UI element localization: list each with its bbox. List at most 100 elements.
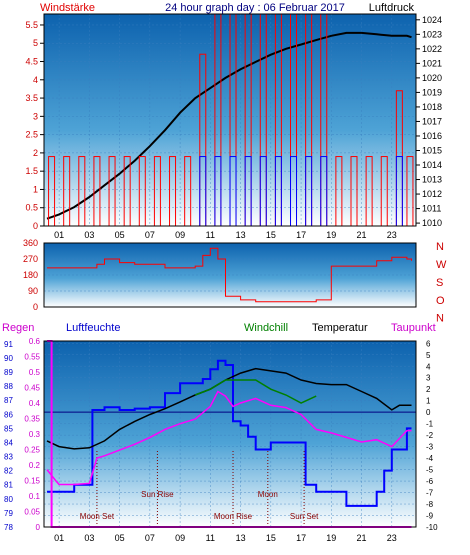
humidity-tick-label: 80	[4, 495, 13, 504]
humidity-line	[47, 359, 412, 507]
rain-tick-label: 0.2	[29, 461, 41, 470]
event-label: Moon Set	[80, 512, 115, 521]
pressure-tick-label: 1019	[422, 87, 442, 97]
temperature-tick-label: -3	[426, 443, 434, 452]
panel1-x-tick-label: 01	[54, 230, 64, 240]
panel3-x-tick-label: 23	[387, 533, 397, 543]
chart-title: 24 hour graph day : 06 Februar 2017	[165, 2, 345, 14]
direction-tick-label: 270	[23, 254, 38, 264]
wind-tick-label: 4.5	[25, 57, 38, 67]
panel3-x-tick-label: 15	[266, 533, 276, 543]
humidity-tick-label: 82	[4, 467, 13, 476]
rain-tick-label: 0.05	[24, 508, 40, 517]
rain-tick-label: 0.25	[24, 446, 40, 455]
panel1-x-tick-label: 21	[357, 230, 367, 240]
panel1-x-tick-label: 03	[84, 230, 94, 240]
wind-tick-label: 1.5	[25, 166, 38, 176]
event-label: Moon Rise	[214, 512, 253, 521]
wind-axis-ticks: 0 0.5 1 1.5 2 2.5 3 3.5 4 4.5 5 5.5	[25, 20, 44, 231]
temperature-tick-label: -9	[426, 512, 434, 521]
wind-tick-label: 5.5	[25, 20, 38, 30]
wind-tick-label: 4	[33, 75, 38, 85]
direction-tick-label: 180	[23, 270, 38, 280]
temperature-tick-label: -10	[426, 523, 438, 532]
temperature-tick-label: -6	[426, 477, 434, 486]
compass-label: N	[436, 241, 444, 253]
pressure-axis-ticks: 1010 1011 1012 1013 1014 1015 1016 1017 1018 1019…	[416, 15, 442, 228]
panel3-frame	[43, 340, 417, 528]
wind-pressure-panel: Windstärke 24 hour graph day : 06 Februa…	[25, 2, 442, 240]
humidity-tick-label: 78	[4, 523, 13, 532]
direction-tick-label: 360	[23, 238, 38, 248]
pressure-tick-label: 1023	[422, 29, 442, 39]
pressure-tick-label: 1024	[422, 15, 442, 25]
wind-axis-label: Windstärke	[40, 2, 95, 14]
panel3-x-tick-label: 21	[357, 533, 367, 543]
rain-tick-label: 0.5	[29, 368, 41, 377]
humidity-tick-label: 79	[4, 509, 13, 518]
rain-tick-label: 0.15	[24, 477, 40, 486]
pressure-tick-label: 1014	[422, 160, 442, 170]
rain-tick-label: 0.4	[29, 399, 41, 408]
windchill-line	[194, 379, 317, 404]
temperature-tick-label: 3	[426, 374, 431, 383]
temperature-tick-label: -2	[426, 431, 434, 440]
temperature-tick-label: 0	[426, 408, 431, 417]
humidity-tick-label: 83	[4, 453, 13, 462]
wind-tick-label: 3	[33, 111, 38, 121]
pressure-tick-label: 1021	[422, 58, 442, 68]
rain-axis-ticks: 0 0.05 0.1 0.15 0.2 0.25 0.3 0.35 0.4 0.45 0.5 0.55…	[24, 337, 40, 532]
compass-label: W	[436, 259, 447, 271]
temperature-tick-label: -4	[426, 454, 434, 463]
rain-tick-label: 0.55	[24, 353, 40, 362]
panel3-x-tick-label: 11	[206, 533, 215, 543]
humidity-tick-label: 87	[4, 396, 13, 405]
temperature-tick-label: -7	[426, 489, 434, 498]
rain-tick-label: 0.1	[29, 492, 41, 501]
wind-tick-label: 0	[33, 221, 38, 231]
panel1-x-tick-label: 23	[387, 230, 397, 240]
pressure-tick-label: 1022	[422, 44, 442, 54]
pressure-tick-label: 1013	[422, 175, 442, 185]
temperature-tick-label: 1	[426, 397, 431, 406]
event-label: Moon	[258, 490, 278, 499]
pressure-tick-label: 1011	[422, 204, 441, 214]
panel1-frame	[43, 13, 417, 227]
panel3-x-tick-label: 07	[145, 533, 155, 543]
temperature-tick-label: -1	[426, 420, 434, 429]
panel3-x-tick-label: 05	[115, 533, 125, 543]
panel3-background	[44, 341, 416, 527]
humidity-axis-label: Luftfeuchte	[66, 322, 120, 334]
compass-label: N	[436, 313, 444, 325]
rain-tick-label: 0	[36, 523, 41, 532]
dewpoint-label: Taupunkt	[391, 322, 436, 334]
panel3-x-tick-label: 09	[175, 533, 185, 543]
event-label: Sun Set	[290, 512, 319, 521]
panel1-x-tick-label: 09	[175, 230, 185, 240]
wind-tick-label: 2.5	[25, 130, 38, 140]
panel3-x-tick-label: 03	[84, 533, 94, 543]
pressure-tick-label: 1017	[422, 116, 442, 126]
direction-line	[47, 247, 412, 303]
pressure-tick-label: 1012	[422, 189, 442, 199]
temperature-label: Temperatur	[312, 322, 368, 334]
pressure-tick-label: 1015	[422, 145, 442, 155]
rain-tick-label: 0.45	[24, 384, 40, 393]
wind-tick-label: 2	[33, 148, 38, 158]
compass-label: S	[436, 277, 443, 289]
panel1-x-tick-label: 17	[296, 230, 306, 240]
wind-tick-label: 3.5	[25, 93, 38, 103]
pressure-tick-label: 1010	[422, 218, 442, 228]
direction-axis-ticks: 360 270 180 90 0	[23, 238, 38, 312]
panel2-frame	[43, 242, 417, 308]
rain-tick-label: 0.6	[29, 337, 41, 346]
humidity-tick-label: 81	[4, 481, 13, 490]
temperature-tick-label: 5	[426, 351, 431, 360]
humidity-tick-label: 90	[4, 354, 13, 363]
panel1-x-ticks: 01 03 05 07 09 11 13 15 17 19 21 23	[54, 230, 397, 240]
humidity-tick-label: 88	[4, 382, 13, 391]
